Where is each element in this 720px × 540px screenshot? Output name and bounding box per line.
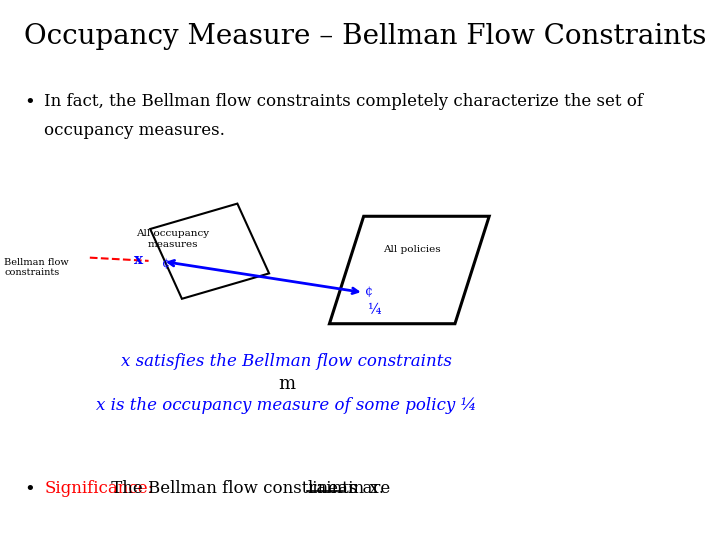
Text: ¢: ¢ bbox=[365, 285, 374, 298]
Text: x: x bbox=[134, 253, 148, 267]
Text: Significance:: Significance: bbox=[44, 480, 153, 496]
Text: In fact, the Bellman flow constraints completely characterize the set of: In fact, the Bellman flow constraints co… bbox=[44, 93, 643, 110]
Text: ¼: ¼ bbox=[368, 303, 381, 318]
Text: in x.: in x. bbox=[343, 480, 384, 496]
Text: occupancy measures.: occupancy measures. bbox=[44, 122, 225, 139]
Text: The Bellman flow constraints are: The Bellman flow constraints are bbox=[106, 480, 395, 496]
Text: linear: linear bbox=[307, 480, 356, 496]
Text: All occupancy
measures: All occupancy measures bbox=[136, 229, 209, 248]
Text: x satisfies the Bellman flow constraints: x satisfies the Bellman flow constraints bbox=[121, 353, 452, 370]
Text: x is the occupancy measure of some policy ¼: x is the occupancy measure of some polic… bbox=[96, 397, 477, 414]
Text: Bellman flow
constraints: Bellman flow constraints bbox=[4, 258, 69, 277]
Text: All policies: All policies bbox=[383, 245, 441, 254]
Text: ¢: ¢ bbox=[162, 257, 170, 270]
Text: •: • bbox=[24, 480, 35, 497]
Text: Occupancy Measure – Bellman Flow Constraints: Occupancy Measure – Bellman Flow Constra… bbox=[24, 23, 706, 50]
Text: m: m bbox=[278, 375, 295, 393]
Text: •: • bbox=[24, 93, 35, 111]
